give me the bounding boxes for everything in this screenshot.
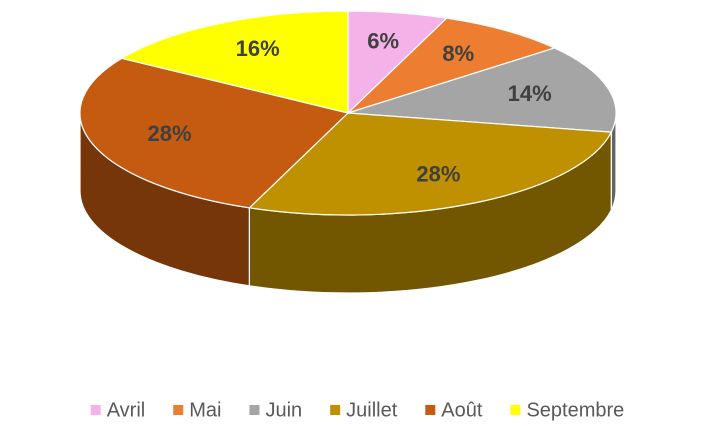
- data-label: 14%: [508, 81, 552, 106]
- slice: [120, 10, 349, 114]
- legend-label: Juin: [265, 399, 302, 421]
- slice: [347, 17, 557, 114]
- data-label: 6%: [367, 29, 399, 54]
- data-label: 28%: [416, 161, 460, 186]
- legend-swatch: [510, 405, 521, 415]
- legend-label: Juillet: [346, 399, 398, 421]
- legend-swatch: [425, 405, 436, 415]
- legend-swatch: [173, 405, 184, 415]
- data-label: 16%: [236, 36, 280, 61]
- data-label: 8%: [442, 41, 474, 66]
- legend-swatch: [90, 405, 101, 415]
- legend-swatch: [330, 405, 341, 415]
- slice: [79, 57, 350, 209]
- data-label: 28%: [148, 121, 192, 146]
- legend-label: Septembre: [526, 399, 624, 421]
- legend-label: Août: [441, 399, 483, 421]
- legend-label: Mai: [189, 399, 221, 421]
- slice: [347, 47, 617, 133]
- slice: [248, 112, 613, 216]
- legend-label: Avril: [107, 399, 146, 421]
- legend-swatch: [249, 405, 260, 415]
